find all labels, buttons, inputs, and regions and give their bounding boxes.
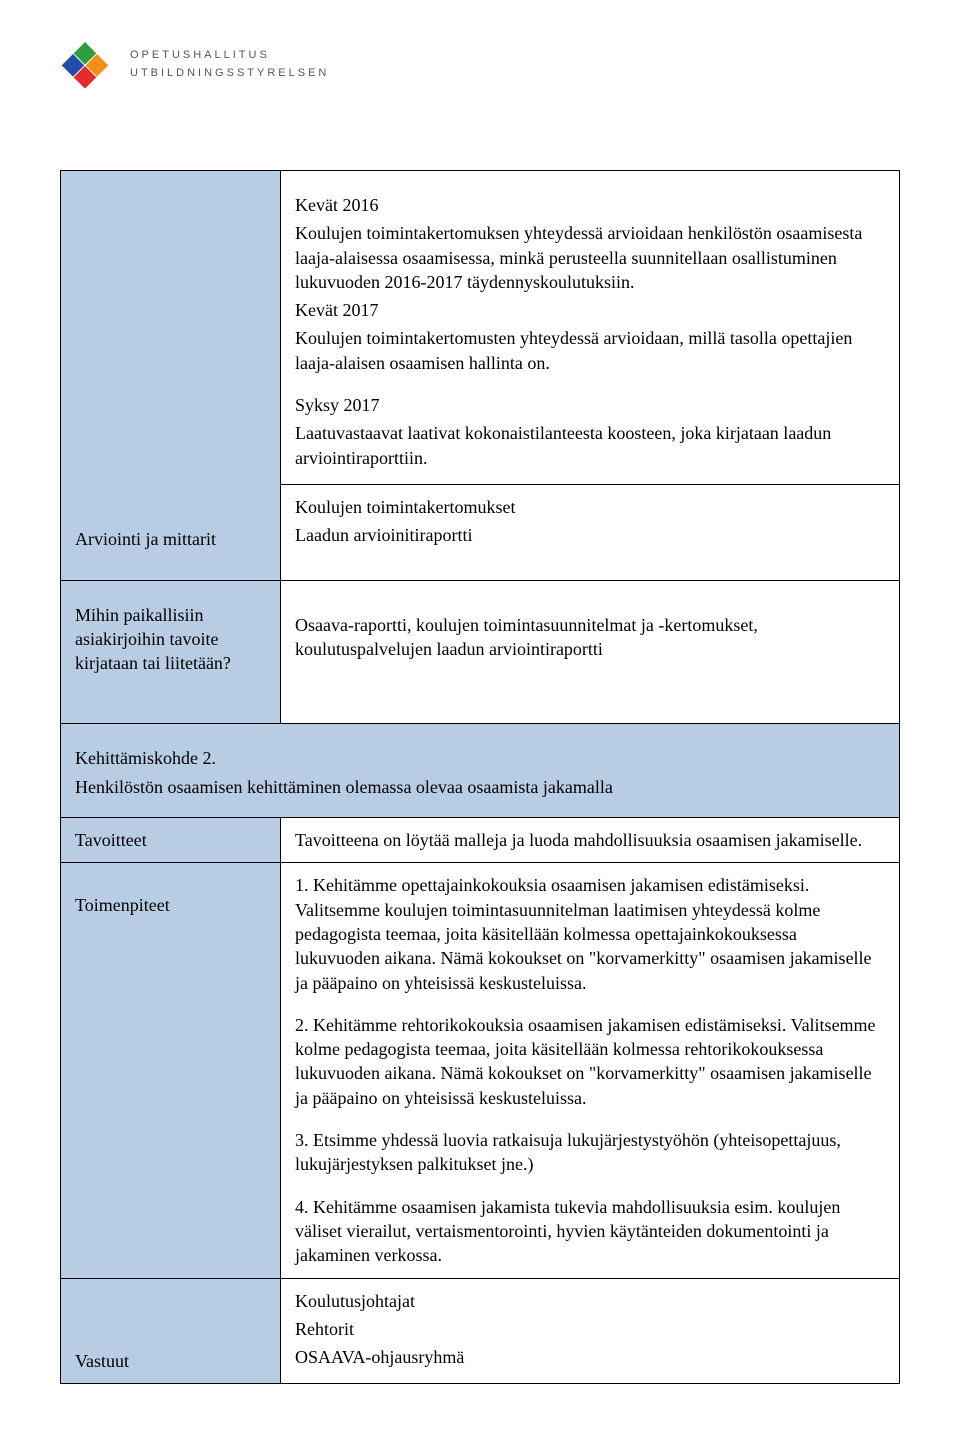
content-line: Laadun arvioinitiraportti bbox=[295, 523, 885, 547]
logo-icon bbox=[60, 40, 110, 90]
header-line: Kehittämiskohde 2. bbox=[75, 746, 885, 770]
table-row: Toimenpiteet 1. Kehitämme opettajainkoko… bbox=[61, 863, 900, 1278]
content-para: 3. Etsimme yhdessä luovia ratkaisuja luk… bbox=[295, 1130, 841, 1174]
row-content: Kevät 2016 Koulujen toimintakertomuksen … bbox=[281, 171, 900, 485]
table-row: Kehittämiskohde 2. Henkilöstön osaamisen… bbox=[61, 724, 900, 818]
content-line: OSAAVA-ohjausryhmä bbox=[295, 1345, 885, 1369]
org-name: OPETUSHALLITUS UTBILDNINGSSTYRELSEN bbox=[130, 47, 329, 82]
content-para: 2. Kehitämme rehtorikokouksia osaamisen … bbox=[295, 1015, 876, 1108]
content-line: Koulujen toimintakertomuksen yhteydessä … bbox=[295, 221, 885, 294]
page-header: OPETUSHALLITUS UTBILDNINGSSTYRELSEN bbox=[60, 40, 900, 90]
row-label-toimenpiteet: Toimenpiteet bbox=[61, 863, 281, 1278]
section-header-kehittamiskohde-2: Kehittämiskohde 2. Henkilöstön osaamisen… bbox=[61, 724, 900, 818]
content-line: Rehtorit bbox=[295, 1317, 885, 1341]
content-line: Kevät 2016 bbox=[295, 193, 885, 217]
row-content: Koulujen toimintakertomukset Laadun arvi… bbox=[281, 484, 900, 580]
row-content: Osaava-raportti, koulujen toimintasuunni… bbox=[281, 580, 900, 724]
content-line: Koulujen toimintakertomusten yhteydessä … bbox=[295, 326, 885, 375]
content-line: Koulujen toimintakertomukset bbox=[295, 495, 885, 519]
table-row: Arviointi ja mittarit Kevät 2016 Kouluje… bbox=[61, 171, 900, 485]
header-line: Henkilöstön osaamisen kehittäminen olema… bbox=[75, 775, 885, 799]
content-line: Laatuvastaavat laativat kokonaistilantee… bbox=[295, 421, 885, 470]
document-table: Arviointi ja mittarit Kevät 2016 Kouluje… bbox=[60, 170, 900, 1384]
row-content: Koulutusjohtajat Rehtorit OSAAVA-ohjausr… bbox=[281, 1278, 900, 1384]
row-content: Tavoitteena on löytää malleja ja luoda m… bbox=[281, 818, 900, 863]
label-text: Mihin paikallisiin asiakirjoihin tavoite… bbox=[75, 605, 231, 674]
table-row: Tavoitteet Tavoitteena on löytää malleja… bbox=[61, 818, 900, 863]
row-label-tavoitteet: Tavoitteet bbox=[61, 818, 281, 863]
content-para: 4. Kehitämme osaamisen jakamista tukevia… bbox=[295, 1197, 840, 1266]
org-line-2: UTBILDNINGSSTYRELSEN bbox=[130, 65, 329, 83]
content-text: Osaava-raportti, koulujen toimintasuunni… bbox=[295, 615, 758, 659]
label-text: Vastuut bbox=[75, 1351, 129, 1371]
table-row: Vastuut Koulutusjohtajat Rehtorit OSAAVA… bbox=[61, 1278, 900, 1384]
row-label-arviointi: Arviointi ja mittarit bbox=[61, 171, 281, 581]
content-line: Syksy 2017 bbox=[295, 393, 885, 417]
content-para: 1. Kehitämme opettajainkokouksia osaamis… bbox=[295, 875, 872, 992]
content-text: Tavoitteena on löytää malleja ja luoda m… bbox=[295, 830, 862, 850]
content-line: Kevät 2017 bbox=[295, 298, 885, 322]
content-line: Koulutusjohtajat bbox=[295, 1289, 885, 1313]
org-line-1: OPETUSHALLITUS bbox=[130, 47, 329, 65]
label-text: Arviointi ja mittarit bbox=[75, 529, 216, 549]
row-label-vastuut: Vastuut bbox=[61, 1278, 281, 1384]
row-label-asiakirjat: Mihin paikallisiin asiakirjoihin tavoite… bbox=[61, 580, 281, 724]
table-row: Mihin paikallisiin asiakirjoihin tavoite… bbox=[61, 580, 900, 724]
label-text: Tavoitteet bbox=[75, 830, 147, 850]
label-text: Toimenpiteet bbox=[75, 895, 170, 915]
row-content: 1. Kehitämme opettajainkokouksia osaamis… bbox=[281, 863, 900, 1278]
